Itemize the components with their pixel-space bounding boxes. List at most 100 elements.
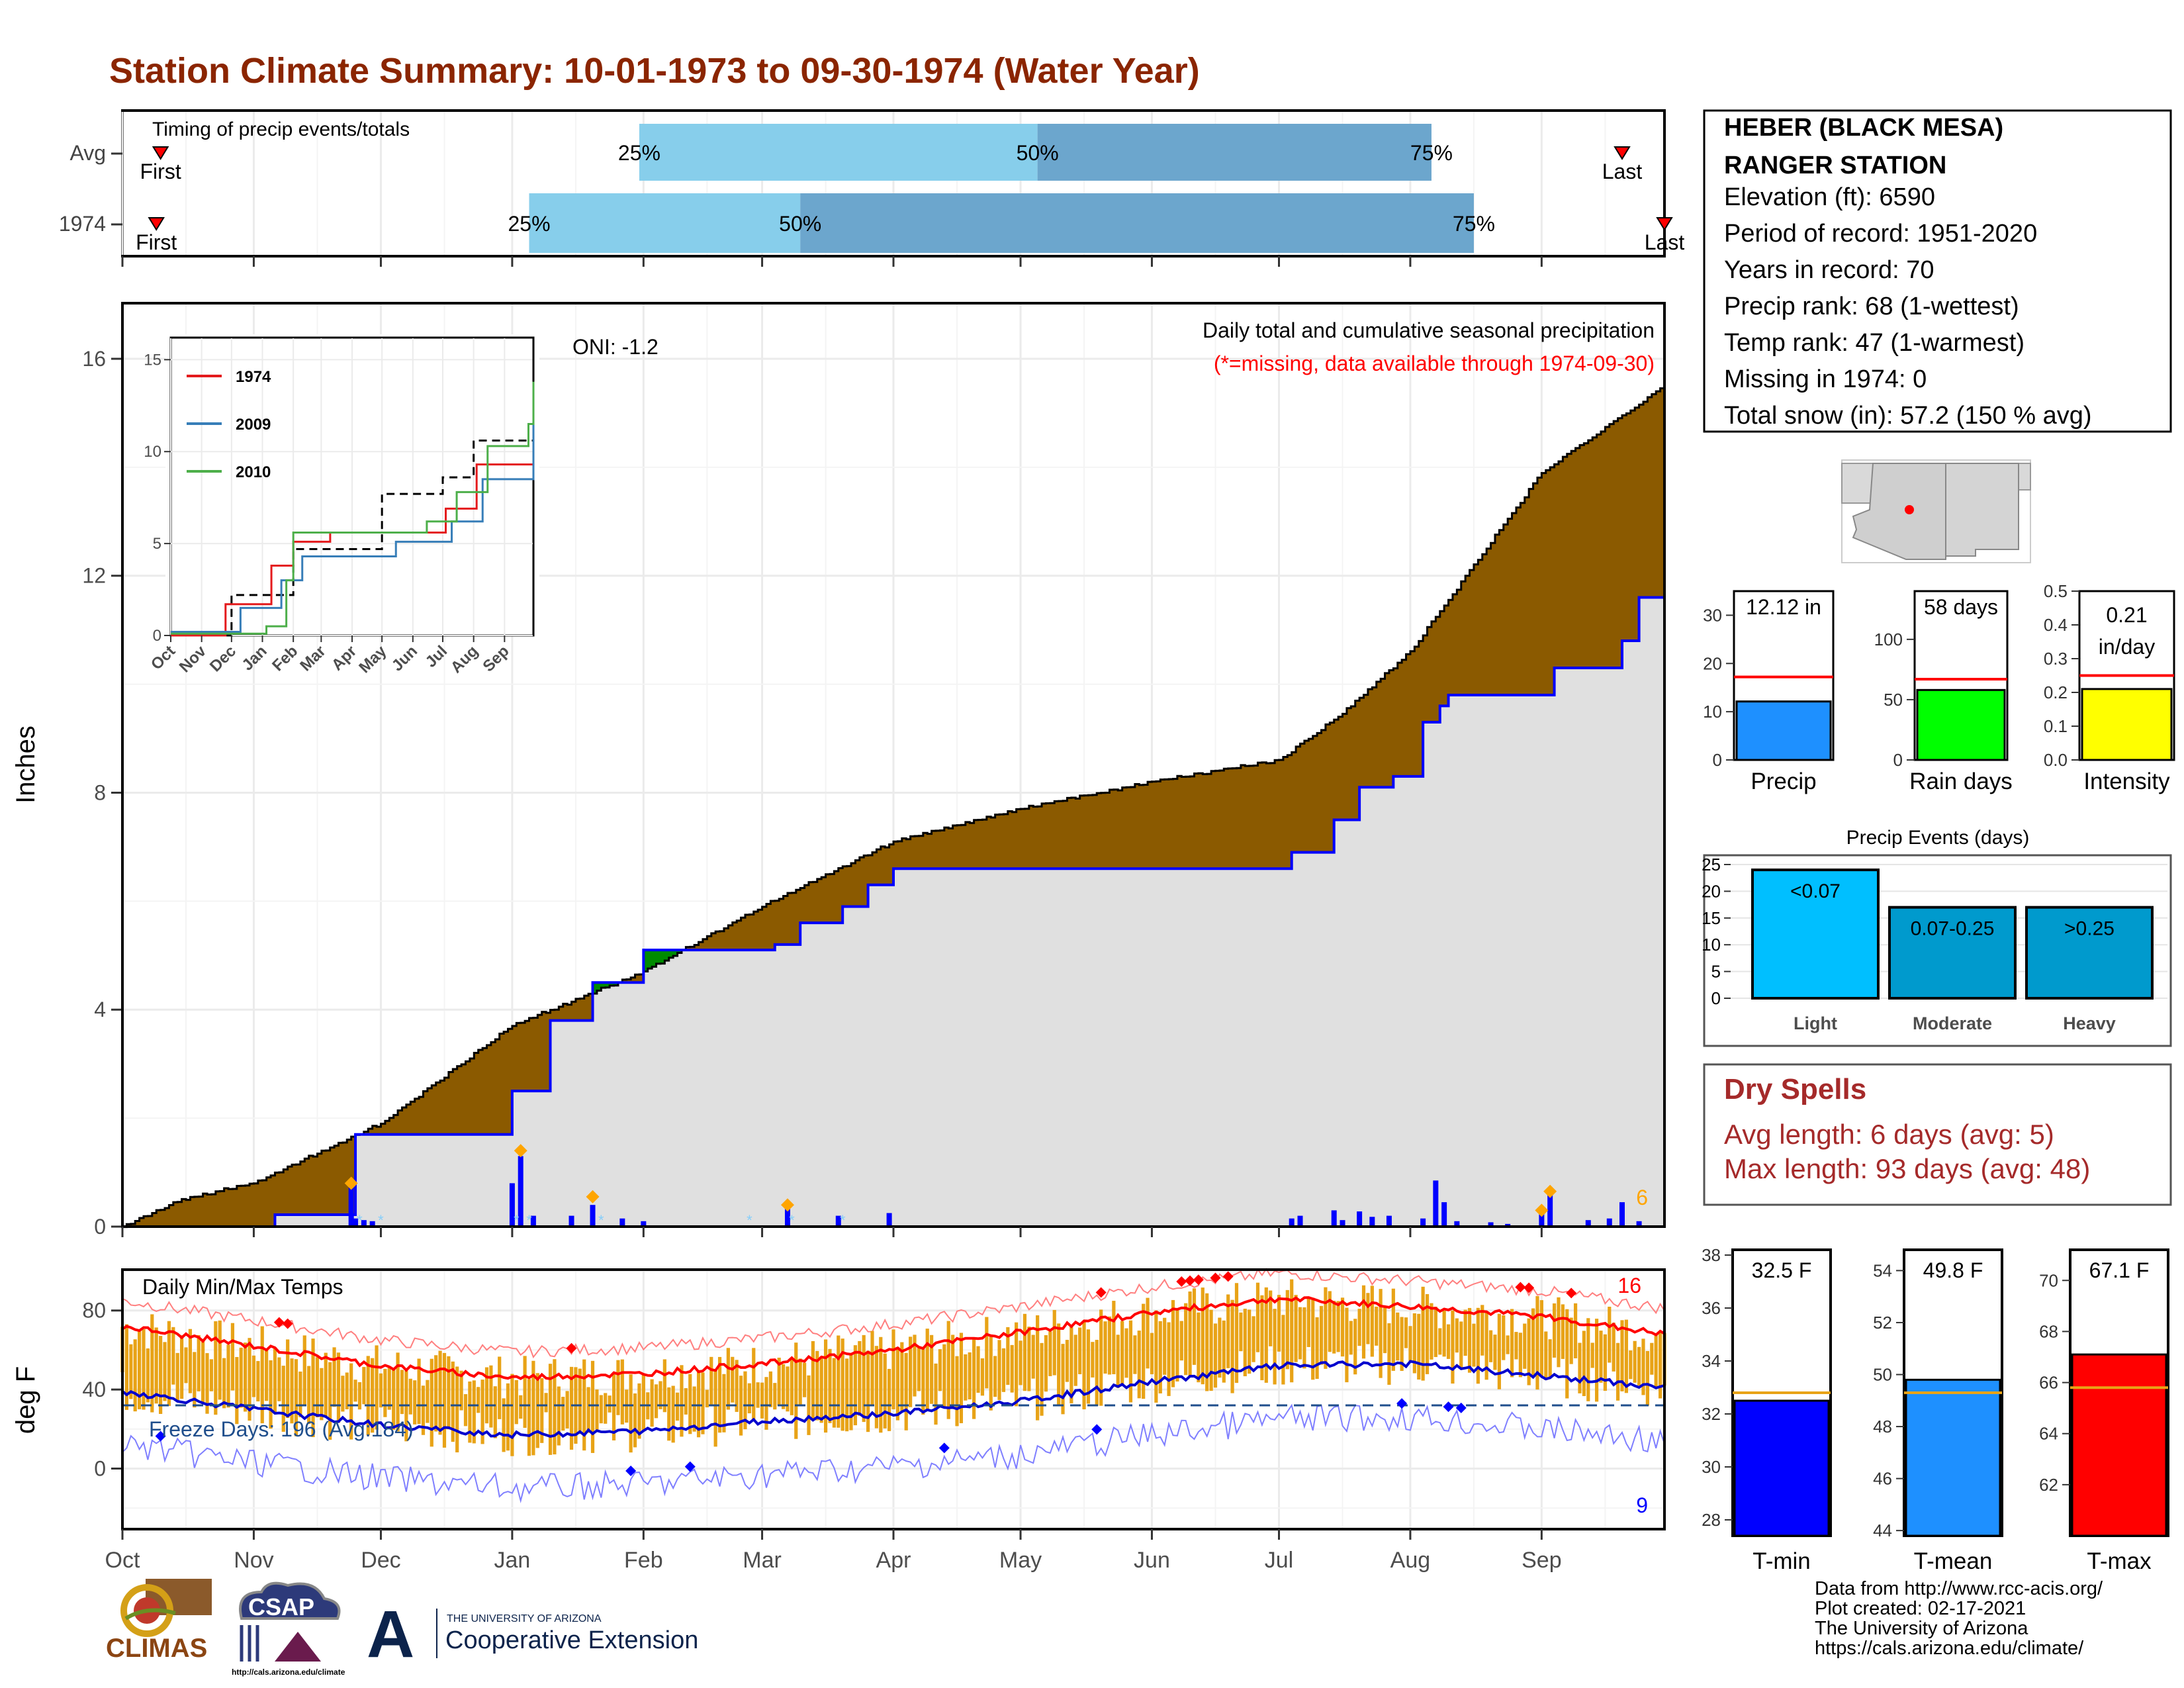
daily-temp-range-bar [480, 1380, 484, 1444]
daily-temp-range-bar [1336, 1301, 1340, 1352]
precip-y-label: Inches [11, 726, 40, 804]
daily-temp-range-bar [688, 1374, 692, 1434]
temperature-summary-bars: 28 30 32 34 36 38 32.5 F T-min 44 46 48 50 52 54 49.8 … [1702, 1245, 2169, 1574]
daily-temp-range-bar [426, 1380, 430, 1423]
daily-temp-range-bar [735, 1360, 739, 1412]
daily-temp-range-bar [900, 1342, 904, 1413]
daily-temp-range-bar [506, 1383, 510, 1451]
daily-temp-range-bar [1594, 1319, 1599, 1402]
daily-temp-range-bar [251, 1355, 256, 1397]
daily-temp-range-bar [786, 1366, 790, 1412]
daily-precip-bar [619, 1218, 625, 1227]
daily-temp-range-bar [798, 1358, 802, 1407]
daily-temp-range-bar [1408, 1326, 1412, 1361]
daily-temp-range-bar [1082, 1322, 1086, 1410]
daily-precip-bar [518, 1156, 523, 1227]
daily-temp-range-bar [1158, 1321, 1162, 1394]
daily-temp-range-bar [548, 1364, 553, 1455]
inset-y-tick-label: 5 [153, 535, 161, 553]
daily-temp-range-bar [167, 1321, 171, 1406]
daily-temp-range-bar [413, 1380, 417, 1425]
daily-temp-range-bar [578, 1368, 582, 1434]
daily-temp-range-bar [226, 1344, 230, 1408]
events-title: Precip Events (days) [1846, 827, 2030, 849]
record-high-marker [566, 1342, 577, 1354]
record-low-line [122, 1403, 1665, 1504]
daily-temp-range-bar [328, 1362, 332, 1440]
daily-temp-range-bar [1311, 1297, 1315, 1380]
daily-temp-range-bar [341, 1376, 345, 1412]
daily-temp-range-bar [1023, 1313, 1027, 1391]
daily-temp-range-bar [989, 1335, 993, 1411]
daily-temp-range-bar [430, 1358, 433, 1447]
daily-temp-range-bar [794, 1342, 798, 1439]
daily-temp-range-bar [1095, 1340, 1099, 1406]
temps-y-tick-label: 80 [82, 1299, 106, 1323]
daily-temp-range-bar [1133, 1335, 1137, 1374]
month-axis-label: Mar [743, 1548, 782, 1573]
inset-series-2010 [171, 381, 535, 635]
csap-wordmark: CSAP [248, 1593, 314, 1620]
daily-temp-range-bar [1302, 1307, 1306, 1369]
daily-temp-range-bar [150, 1314, 154, 1413]
footer-credits: Data from http://www.rcc-acis.org/ Plot … [1815, 1579, 2103, 1658]
daily-temp-range-bar [590, 1360, 595, 1453]
extreme-precip-marker [1535, 1203, 1549, 1217]
summary-bar-tick-label: 0.4 [2044, 615, 2068, 635]
daily-temp-range-bar [985, 1317, 989, 1389]
temp-bar-tick-label: 62 [2039, 1475, 2058, 1495]
temp-bar-tick-label: 54 [1873, 1260, 1892, 1280]
daily-temp-range-bar [222, 1358, 226, 1409]
daily-temp-range-bar [438, 1350, 442, 1435]
daily-temp-range-bar [1451, 1310, 1455, 1384]
daily-temp-range-bar [154, 1327, 158, 1404]
daily-temp-range-bar [1061, 1344, 1065, 1415]
daily-temp-range-bar [180, 1335, 184, 1399]
daily-temp-range-bar [879, 1336, 883, 1433]
record-high-line [122, 1268, 1665, 1359]
daily-temp-range-bar [1493, 1335, 1497, 1370]
temp-bar-t-min [1733, 1399, 1830, 1537]
daily-temp-range-bar [1078, 1327, 1082, 1374]
daily-temp-range-bar [1650, 1342, 1654, 1375]
daily-temp-range-bar [1387, 1323, 1391, 1385]
daily-temp-range-bar [1379, 1289, 1383, 1378]
month-axis-label: Feb [624, 1548, 663, 1573]
daily-temp-range-bar [535, 1373, 539, 1448]
ua-block-a: A [367, 1597, 414, 1671]
daily-temp-range-bar [675, 1392, 680, 1421]
daily-temp-range-bar [1171, 1299, 1175, 1387]
snow-marker: * [378, 1212, 384, 1229]
daily-temp-range-bar [713, 1370, 717, 1447]
daily-temp-range-bar [968, 1352, 972, 1399]
daily-temp-range-bar [1015, 1322, 1019, 1407]
events-y-tick-label: 0 [1711, 988, 1721, 1008]
events-bar-label: >0.25 [2064, 918, 2115, 940]
daily-temp-range-bar [1285, 1289, 1289, 1370]
record-low-marker [155, 1430, 166, 1442]
station-elevation: Elevation (ft): 6590 [1724, 183, 1935, 211]
events-bar-label: <0.07 [1790, 880, 1841, 902]
daily-temp-range-bar [1298, 1307, 1302, 1360]
first-event-marker [148, 217, 165, 231]
daily-temp-range-bar [184, 1347, 188, 1383]
daily-temp-range-bar [230, 1323, 235, 1391]
summary-bar-tick-label: 100 [1874, 630, 1903, 649]
daily-temp-range-bar [523, 1356, 527, 1429]
record-high-marker [1566, 1288, 1577, 1299]
daily-temp-range-bar [1442, 1311, 1446, 1357]
daily-temp-range-bar [396, 1352, 400, 1432]
daily-temp-range-bar [1260, 1295, 1264, 1381]
daily-temp-range-bar [1502, 1315, 1506, 1360]
events-category-label: Moderate [1913, 1013, 1992, 1033]
climas-wordmark: CLIMAS [106, 1634, 207, 1663]
daily-temp-range-bar [1463, 1309, 1467, 1356]
daily-temp-range-bar [1209, 1309, 1213, 1391]
daily-temp-range-bar [1658, 1332, 1662, 1399]
last-event-marker [1614, 146, 1631, 160]
daily-precip-bar [1488, 1222, 1494, 1227]
daily-temp-range-bar [1582, 1331, 1586, 1397]
snow-marker: * [526, 1212, 532, 1229]
normal-max-line [121, 1296, 1666, 1382]
